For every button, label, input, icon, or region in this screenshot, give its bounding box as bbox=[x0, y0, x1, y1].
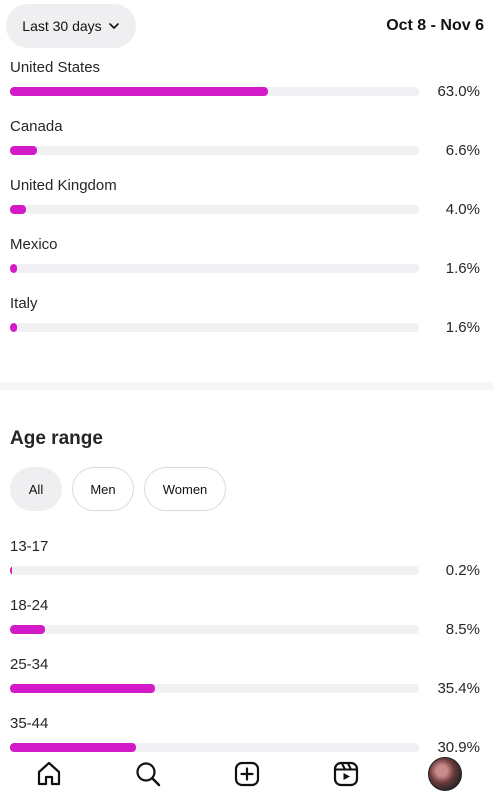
percent-value: 6.6% bbox=[445, 142, 480, 159]
age-range-title: Age range bbox=[10, 428, 103, 449]
list-item: 35-44 30.9% bbox=[0, 712, 494, 771]
nav-create[interactable] bbox=[227, 754, 267, 794]
list-item: 25-34 35.4% bbox=[0, 653, 494, 712]
list-item: United Kingdom 4.0% bbox=[0, 174, 494, 233]
bar-fill bbox=[10, 625, 45, 634]
search-icon bbox=[136, 762, 161, 787]
gender-filter-chips: All Men Women bbox=[10, 467, 226, 511]
location-name: Canada bbox=[10, 118, 63, 135]
bar-fill bbox=[10, 205, 27, 214]
location-name: United Kingdom bbox=[10, 177, 117, 194]
filter-chip-men[interactable]: Men bbox=[72, 467, 134, 511]
percent-value: 63.0% bbox=[437, 83, 480, 100]
percent-value: 0.2% bbox=[445, 562, 480, 579]
list-item: Canada 6.6% bbox=[0, 115, 494, 174]
percent-value: 1.6% bbox=[445, 260, 480, 277]
location-name: Mexico bbox=[10, 236, 58, 253]
bar-track bbox=[10, 87, 419, 96]
nav-search[interactable] bbox=[128, 754, 168, 794]
bar-track bbox=[10, 323, 419, 332]
age-label: 35-44 bbox=[10, 715, 49, 732]
date-range-text: Oct 8 - Nov 6 bbox=[386, 17, 484, 34]
bar-fill bbox=[10, 684, 155, 693]
bar-track bbox=[10, 684, 419, 693]
create-icon bbox=[234, 761, 260, 787]
bar-track bbox=[10, 146, 419, 155]
list-item: Mexico 1.6% bbox=[0, 233, 494, 292]
percent-value: 4.0% bbox=[445, 201, 480, 218]
bar-fill bbox=[10, 264, 17, 273]
bar-fill bbox=[10, 87, 268, 96]
nav-reels[interactable] bbox=[326, 754, 366, 794]
bar-track bbox=[10, 566, 419, 575]
filter-chip-women[interactable]: Women bbox=[144, 467, 226, 511]
nav-profile[interactable] bbox=[425, 754, 465, 794]
section-divider bbox=[0, 382, 494, 390]
chevron-down-icon bbox=[108, 23, 119, 29]
bottom-navigation bbox=[0, 752, 494, 796]
bar-track bbox=[10, 743, 419, 752]
top-locations-list: United States 63.0% Canada 6.6% United K… bbox=[0, 56, 494, 351]
percent-value: 30.9% bbox=[437, 739, 480, 756]
date-range-dropdown[interactable]: Last 30 days bbox=[6, 4, 136, 48]
percent-value: 1.6% bbox=[445, 319, 480, 336]
header: Last 30 days Oct 8 - Nov 6 bbox=[0, 0, 494, 56]
age-label: 18-24 bbox=[10, 597, 49, 614]
bar-track bbox=[10, 205, 419, 214]
home-icon bbox=[38, 761, 61, 786]
bar-fill bbox=[10, 323, 17, 332]
list-item: 13-17 0.2% bbox=[0, 535, 494, 594]
bar-track bbox=[10, 625, 419, 634]
bar-fill bbox=[10, 743, 137, 752]
age-range-list: 13-17 0.2% 18-24 8.5% 25-34 35.4% 35-44 … bbox=[0, 535, 494, 771]
nav-home[interactable] bbox=[29, 754, 69, 794]
list-item: Italy 1.6% bbox=[0, 292, 494, 351]
date-range-dropdown-label: Last 30 days bbox=[22, 18, 102, 34]
list-item: 18-24 8.5% bbox=[0, 594, 494, 653]
bar-track bbox=[10, 264, 419, 273]
list-item: United States 63.0% bbox=[0, 56, 494, 115]
filter-chip-all[interactable]: All bbox=[10, 467, 62, 511]
age-label: 13-17 bbox=[10, 538, 49, 555]
location-name: United States bbox=[10, 59, 101, 76]
bar-fill bbox=[10, 146, 37, 155]
age-label: 25-34 bbox=[10, 656, 49, 673]
reels-icon bbox=[333, 761, 358, 787]
percent-value: 35.4% bbox=[437, 680, 480, 697]
avatar bbox=[427, 757, 462, 791]
bar-fill bbox=[10, 566, 12, 575]
location-name: Italy bbox=[10, 295, 38, 312]
percent-value: 8.5% bbox=[445, 621, 480, 638]
